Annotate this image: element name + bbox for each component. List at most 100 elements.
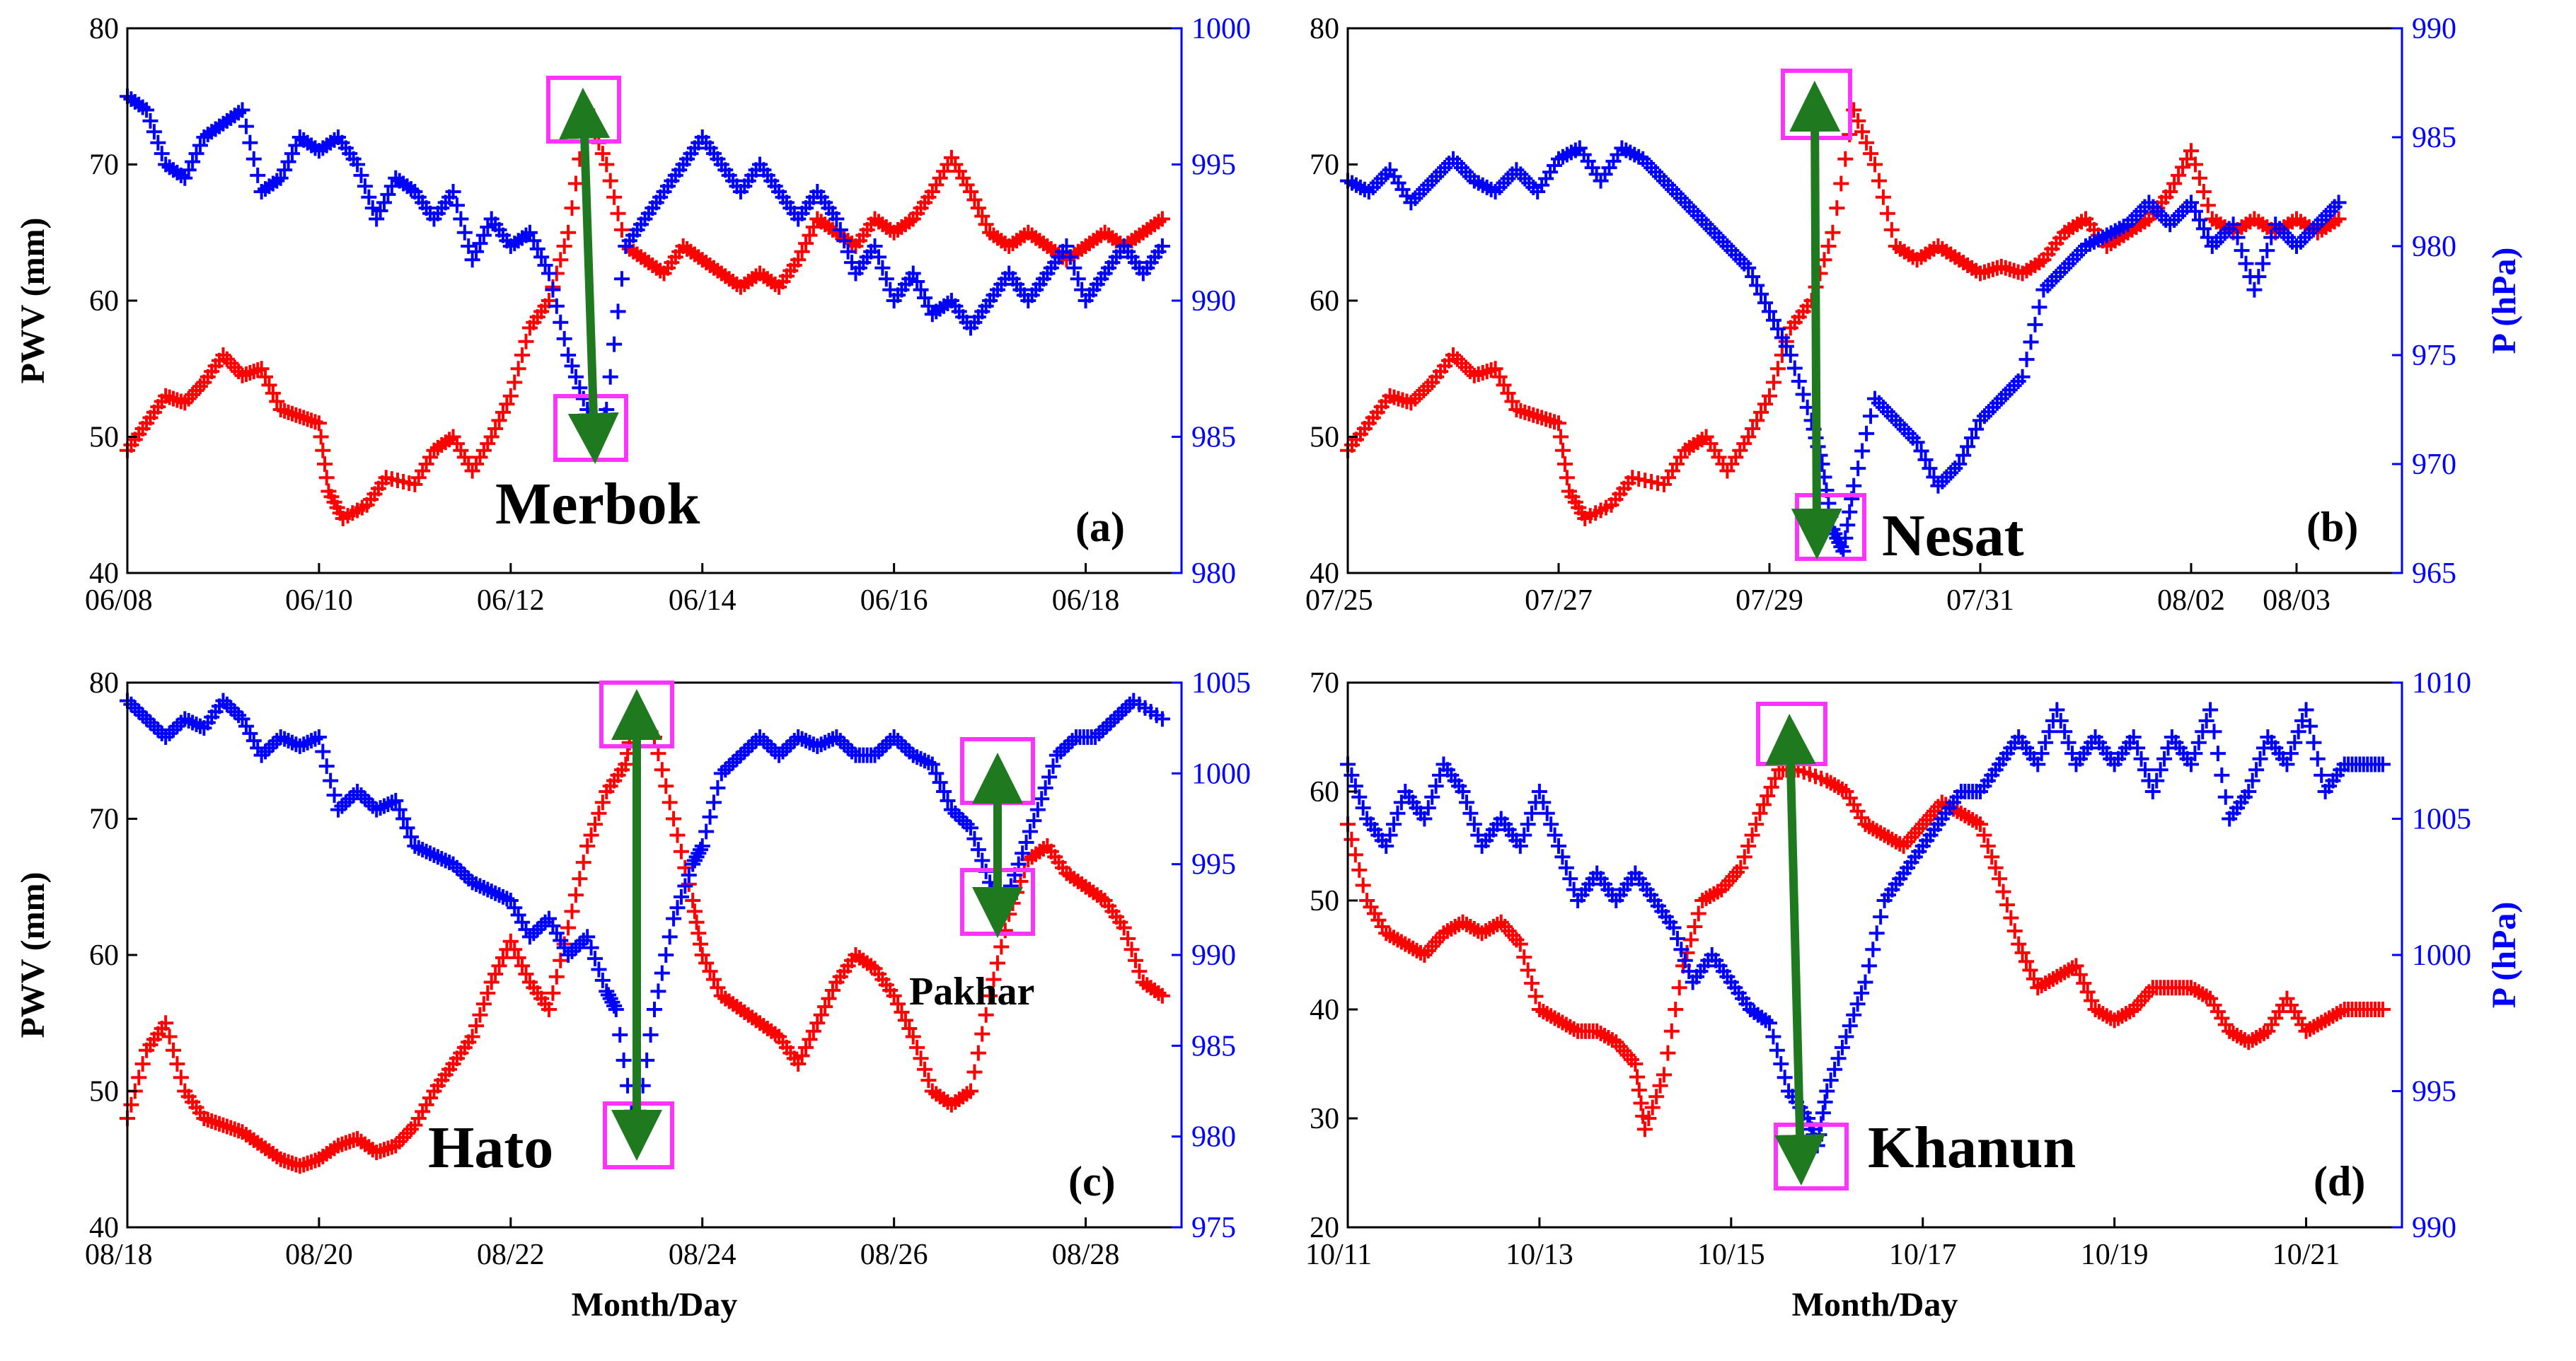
y-right-tick-label: 980 — [1191, 557, 1236, 590]
data-point — [502, 388, 519, 404]
data-point — [647, 1002, 662, 1017]
y-left-tick-label: 70 — [89, 149, 119, 182]
x-tick-label: 10/21 — [2272, 1239, 2340, 1271]
data-point — [729, 751, 745, 767]
data-point — [2149, 772, 2165, 789]
data-point — [1102, 714, 1119, 731]
data-point — [219, 696, 235, 712]
data-point — [395, 811, 412, 827]
data-point — [1110, 707, 1126, 724]
plot-frame — [126, 681, 1183, 1229]
data-point — [1879, 205, 1895, 221]
data-point — [1512, 936, 1528, 952]
data-point — [2330, 211, 2347, 227]
data-point — [1854, 985, 1870, 1001]
data-point — [963, 184, 978, 199]
data-point — [771, 747, 787, 763]
y-left-tick-label: 70 — [89, 804, 119, 836]
data-point — [897, 740, 913, 756]
data-point — [318, 758, 335, 775]
data-point — [158, 729, 174, 745]
data-point — [1500, 385, 1516, 401]
data-point — [1656, 1067, 1672, 1083]
data-point — [2183, 195, 2199, 211]
data-point — [2198, 712, 2214, 729]
data-point — [677, 878, 693, 894]
data-point — [541, 1002, 557, 1017]
data-point — [1867, 156, 1883, 173]
data-point — [150, 134, 166, 151]
data-point — [238, 118, 254, 134]
data-point — [575, 855, 591, 871]
data-point — [639, 1052, 655, 1068]
data-point — [2225, 216, 2241, 233]
data-point — [445, 184, 461, 199]
data-point — [2191, 212, 2207, 228]
data-point — [499, 396, 515, 412]
data-point — [1045, 758, 1061, 775]
data-point — [1671, 980, 1687, 996]
data-point — [1524, 975, 1540, 992]
data-point — [2041, 724, 2057, 740]
data-point — [1973, 816, 1988, 833]
y-right-tick-label: 985 — [1191, 422, 1236, 454]
data-point — [1049, 747, 1065, 763]
data-point — [2137, 762, 2153, 778]
data-point — [560, 920, 577, 936]
typhoon-name-label: Pakhar — [909, 970, 1034, 1014]
data-point — [1687, 918, 1703, 934]
data-point — [1154, 988, 1170, 1004]
typhoon-name-label: Merbok — [495, 471, 700, 537]
data-point — [537, 257, 553, 273]
data-point — [313, 429, 329, 445]
data-point — [1114, 704, 1131, 720]
data-point — [1344, 831, 1360, 847]
data-point — [1041, 769, 1058, 785]
data-point — [890, 733, 906, 749]
data-point — [1064, 733, 1080, 749]
x-tick-label: 08/26 — [860, 1239, 928, 1271]
data-point — [261, 377, 277, 393]
data-point — [978, 216, 994, 233]
data-point — [1859, 425, 1875, 441]
data-point — [2027, 316, 2043, 332]
data-point — [1018, 834, 1034, 850]
data-point — [2057, 724, 2073, 740]
data-point — [669, 900, 686, 916]
data-point — [2248, 762, 2265, 778]
data-point — [1462, 805, 1479, 821]
data-point — [258, 743, 274, 760]
data-point — [978, 1007, 994, 1023]
data-point — [1968, 421, 1985, 437]
data-point — [1740, 260, 1757, 276]
data-point — [650, 983, 666, 1000]
data-point — [809, 1015, 826, 1031]
data-point — [686, 903, 703, 920]
data-point — [1820, 495, 1837, 511]
data-point — [1551, 838, 1566, 854]
data-point — [2171, 167, 2187, 183]
data-point — [487, 966, 504, 982]
data-point — [928, 765, 945, 782]
data-point — [817, 999, 833, 1015]
data-point — [1777, 1070, 1793, 1086]
data-point — [1058, 238, 1075, 254]
data-point — [572, 871, 588, 887]
data-point — [602, 173, 618, 189]
data-point — [966, 1064, 983, 1080]
data-point — [1823, 1072, 1839, 1089]
data-point — [472, 236, 488, 252]
data-point — [1755, 797, 1772, 813]
data-point — [798, 236, 814, 252]
data-point — [1660, 1045, 1676, 1061]
data-point — [1733, 859, 1749, 876]
data-point — [2234, 243, 2250, 259]
data-point — [702, 809, 718, 825]
data-point — [1344, 767, 1360, 783]
x-tick-label: 08/20 — [285, 1239, 353, 1271]
data-point — [521, 224, 538, 241]
data-point — [1547, 827, 1563, 843]
data-point — [594, 146, 611, 162]
data-point — [142, 112, 158, 129]
data-point — [874, 260, 891, 276]
